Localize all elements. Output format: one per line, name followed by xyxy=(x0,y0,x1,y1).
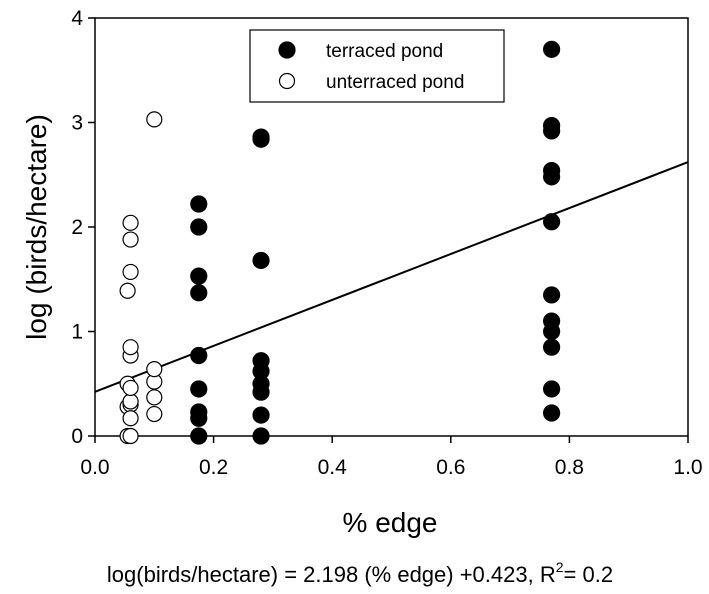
terraced-point xyxy=(543,312,561,330)
unterraced-point xyxy=(122,379,139,397)
x-axis-label: % edge xyxy=(343,507,438,538)
terraced-point xyxy=(543,40,561,58)
terraced-point xyxy=(190,284,208,302)
legend-marker-terraced xyxy=(278,41,296,59)
terraced-point xyxy=(190,195,208,213)
legend-marker-unterraced xyxy=(278,72,296,90)
equation-main: log(birds/hectare) = 2.198 (% edge) +0.4… xyxy=(107,562,556,587)
unterraced-point xyxy=(146,111,163,128)
x-tick-label: 0.2 xyxy=(199,456,228,479)
terraced-point xyxy=(543,286,561,304)
legend-label-unterraced: unterraced pond xyxy=(326,72,464,93)
x-tick-label: 0.6 xyxy=(436,456,465,479)
terraced-point xyxy=(252,251,270,270)
equation-r2-value: = 0.2 xyxy=(564,562,614,587)
legend-box xyxy=(249,29,505,103)
terraced-point xyxy=(190,403,208,421)
x-tick-label: 0.8 xyxy=(555,456,584,479)
x-tick-label: 1.0 xyxy=(673,456,702,479)
terraced-point xyxy=(190,427,208,445)
terraced-point xyxy=(190,346,208,365)
terraced-point xyxy=(252,128,270,146)
unterraced-point xyxy=(146,405,163,423)
terraced-point xyxy=(252,352,270,370)
terraced-point xyxy=(543,404,561,422)
terraced-point xyxy=(190,218,208,236)
unterraced-point xyxy=(146,389,163,406)
regression-line xyxy=(94,161,689,393)
series-terraced-pond xyxy=(190,40,561,445)
unterraced-point xyxy=(122,410,139,427)
unterraced-point xyxy=(122,427,139,445)
unterraced-point xyxy=(122,393,139,410)
terraced-point xyxy=(543,161,561,180)
series-unterraced-pond xyxy=(119,111,163,445)
unterraced-point xyxy=(146,361,163,378)
unterraced-point xyxy=(122,214,139,231)
terraced-point xyxy=(543,380,561,398)
legend: terraced pond unterraced pond xyxy=(249,29,505,103)
terraced-point xyxy=(190,380,208,398)
unterraced-point xyxy=(122,263,139,281)
terraced-point xyxy=(252,406,270,424)
y-tick-label: 1 xyxy=(71,321,83,344)
terraced-point xyxy=(543,338,561,356)
terraced-point xyxy=(543,213,561,231)
plot-area: 0.0 0.2 0.4 0.6 0.8 1.0 0 1 2 3 4 xyxy=(71,7,702,479)
x-tick-label: 0.4 xyxy=(318,456,348,479)
terraced-point xyxy=(543,117,561,135)
unterraced-point xyxy=(119,282,136,299)
y-tick-label: 0 xyxy=(71,425,83,448)
legend-label-terraced: terraced pond xyxy=(326,41,443,62)
x-tick-label: 0.0 xyxy=(80,456,109,479)
unterraced-point xyxy=(122,231,139,248)
y-tick-label: 3 xyxy=(71,112,83,135)
y-tick-label: 4 xyxy=(71,7,83,30)
equation-r2-superscript: 2 xyxy=(556,559,564,575)
y-tick-label: 2 xyxy=(71,216,83,239)
terraced-point xyxy=(190,267,208,285)
terraced-point xyxy=(252,427,270,445)
y-axis-label: log (birds/hectare) xyxy=(21,114,52,340)
regression-equation: log(birds/hectare) = 2.198 (% edge) +0.4… xyxy=(107,559,613,587)
unterraced-point xyxy=(122,339,139,356)
